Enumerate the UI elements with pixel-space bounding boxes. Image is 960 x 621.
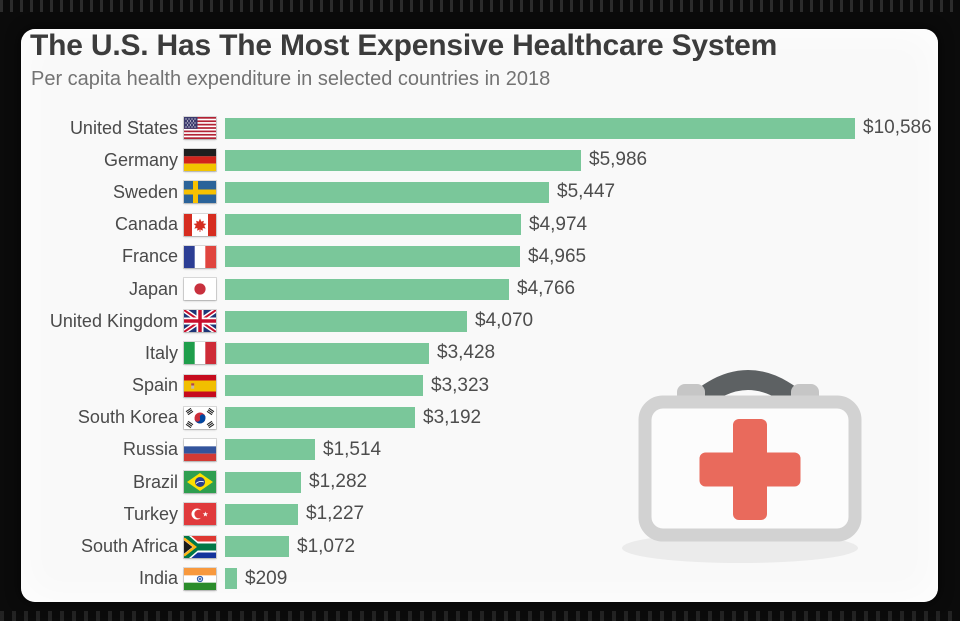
page-subtitle: Per capita health expenditure in selecte… (31, 67, 551, 90)
country-label: Germany (103, 149, 178, 170)
bar-track: $10,586 (225, 117, 932, 139)
bar (225, 503, 298, 525)
country-label: United Kingdom (49, 310, 178, 331)
flag-germany-icon (184, 149, 216, 172)
bar-track: $1,227 (225, 503, 929, 525)
country-label: Turkey (123, 503, 178, 524)
bar-track: $1,072 (225, 536, 929, 558)
country-label: South Africa (80, 536, 178, 557)
flag-spain-icon (184, 374, 216, 397)
bar-track: $209 (225, 568, 929, 590)
header: The U.S. Has The Most Expensive Healthca… (30, 29, 929, 91)
bar (225, 407, 415, 429)
flag-brazil-icon (184, 471, 216, 494)
chart-row: Sweden $5,447 (30, 176, 929, 208)
chart-row: United States $10,586 (30, 112, 932, 144)
flag-united-states-icon (184, 117, 216, 140)
chart-row: Canada $4,974 (30, 209, 929, 241)
chart-row: Germany $5,986 (30, 144, 929, 176)
bar (225, 214, 521, 236)
bar-track: $3,323 (225, 375, 929, 397)
bar-track: $4,766 (225, 278, 929, 300)
chart-row: Brazil $1,282 (30, 466, 929, 498)
first-aid-kit-icon (622, 370, 862, 563)
chart-row: South Africa $1,072 (30, 530, 929, 562)
flag-italy-icon (184, 342, 216, 365)
flag-canada-icon (184, 213, 216, 236)
value-label: $3,428 (437, 342, 496, 364)
flag-france-icon (184, 245, 216, 268)
bar-track: $4,965 (225, 246, 929, 268)
chart-row: France $4,965 (30, 241, 929, 273)
chart-row: South Korea $3,192 (30, 402, 929, 434)
country-label: Spain (131, 375, 178, 396)
value-label: $4,974 (529, 213, 588, 235)
bar (225, 342, 429, 364)
bar (225, 439, 315, 461)
value-label: $1,072 (297, 535, 356, 557)
flag-india-icon (184, 567, 216, 590)
country-label: France (121, 246, 178, 267)
bar-track: $3,428 (225, 342, 929, 364)
bar (225, 117, 855, 139)
bar (225, 246, 520, 268)
flag-turkey-icon: ★ (184, 503, 216, 526)
value-label: $4,766 (517, 278, 576, 300)
value-label: $4,070 (475, 310, 534, 332)
country-label: United States (69, 117, 178, 138)
bar-track: $4,974 (225, 214, 929, 236)
chart-row: United Kingdom $4,070 (30, 305, 929, 337)
page-title: The U.S. Has The Most Expensive Healthca… (30, 29, 778, 62)
bar-chart: United States $10,586 Germany $5,986 Sweden $… (30, 112, 932, 595)
bar-track: $4,070 (225, 310, 929, 332)
bar-track: $5,986 (225, 149, 929, 171)
country-label: Brazil (132, 471, 178, 492)
value-label: $3,323 (431, 374, 490, 396)
value-label: $10,586 (863, 117, 932, 139)
bar-track: $1,514 (225, 439, 929, 461)
bar-track: $1,282 (225, 471, 929, 493)
country-label: Italy (144, 342, 178, 363)
flag-south-africa-icon (184, 535, 216, 558)
chart-row: Italy $3,428 (30, 337, 929, 369)
bar (225, 536, 289, 558)
country-label: Russia (122, 439, 178, 460)
bar (225, 310, 467, 332)
bar (225, 181, 549, 203)
flag-sweden-icon (184, 181, 216, 204)
value-label: $1,227 (306, 503, 365, 525)
value-label: $1,282 (309, 471, 368, 493)
country-label: Canada (114, 214, 178, 235)
svg-text:★: ★ (202, 511, 208, 519)
value-label: $1,514 (323, 438, 382, 460)
value-label: $3,192 (423, 406, 482, 428)
country-label: Japan (128, 278, 178, 299)
bar (225, 568, 237, 590)
chart-row: India $209 (30, 563, 929, 595)
country-label: Sweden (112, 181, 178, 202)
bar-track: $5,447 (225, 181, 929, 203)
bar (225, 375, 423, 397)
flag-russia-icon (184, 438, 216, 461)
bar (225, 471, 301, 493)
flag-united-kingdom-icon (184, 310, 216, 333)
value-label: $4,965 (528, 245, 587, 267)
chart-row: Turkey ★ $1,227 (30, 498, 929, 530)
country-label: South Korea (77, 407, 178, 428)
value-label: $5,986 (589, 149, 648, 171)
bar-track: $3,192 (225, 407, 929, 429)
bar (225, 149, 581, 171)
country-label: India (138, 568, 178, 589)
flag-japan-icon (184, 278, 216, 301)
chart-row: Japan $4,766 (30, 273, 929, 305)
value-label: $209 (245, 567, 288, 589)
value-label: $5,447 (557, 181, 616, 203)
bar (225, 278, 509, 300)
flag-south-korea-icon (184, 406, 216, 429)
chart-row: Russia $1,514 (30, 434, 929, 466)
chart-row: Spain $3,323 (30, 370, 929, 402)
infographic-card: The U.S. Has The Most Expensive Healthca… (21, 29, 938, 602)
